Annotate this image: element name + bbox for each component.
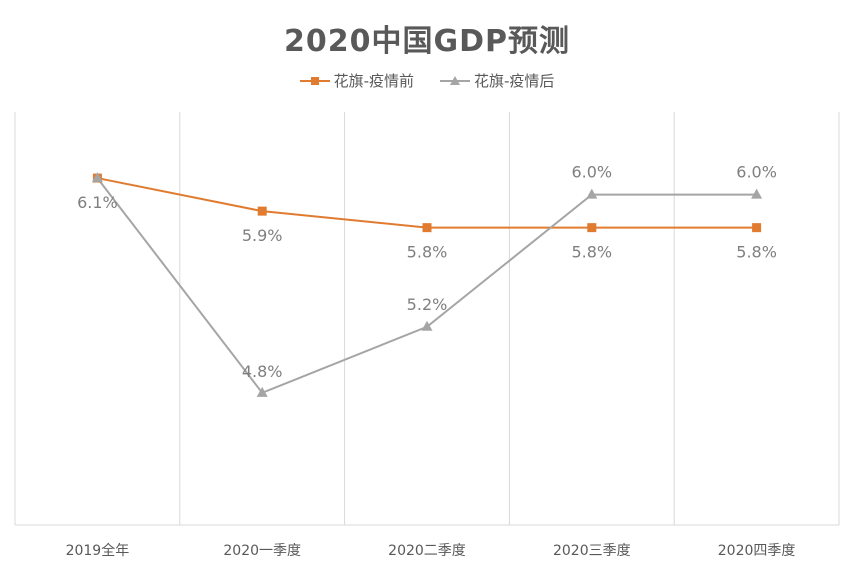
x-tick-label: 2019全年 [66,542,130,559]
data-point-square [752,223,762,233]
x-tick-label: 2020一季度 [223,543,301,559]
legend-label-series-0: 花旗-疫情前 [333,72,414,90]
series-line-1 [96,177,757,395]
data-point-triangle [91,172,103,183]
legend-item-series-1: 花旗-疫情后 [440,70,554,91]
legend-swatch-series-0 [299,76,330,85]
chart-title: 2020中国GDP预测 [283,24,570,59]
series-line-0 [97,177,757,229]
legend-item-series-0: 花旗-疫情前 [299,70,414,91]
data-point-triangle [256,386,268,397]
data-label: 5.9% [242,226,283,245]
data-point-triangle [751,188,763,199]
data-point-square [587,223,597,233]
data-point-square [257,206,267,216]
chart-legend: 花旗-疫情前 花旗-疫情后 [0,70,854,91]
data-label: 6.0% [571,163,612,182]
data-label: 5.8% [736,243,777,262]
legend-label-series-1: 花旗-疫情后 [474,72,555,90]
data-point-square [422,223,432,233]
data-label: 5.8% [571,243,612,262]
data-point-triangle [421,320,433,331]
data-label: 4.8% [242,362,283,381]
x-tick-label: 2020二季度 [388,543,466,559]
data-label: 6.0% [736,163,777,182]
data-point-triangle [586,188,598,199]
data-label: 5.8% [407,243,448,262]
data-label: 6.1% [77,193,118,212]
data-label: 5.2% [407,295,448,314]
legend-swatch-series-1 [440,75,470,85]
x-tick-label: 2020四季度 [718,543,796,559]
x-tick-label: 2020三季度 [553,543,631,559]
